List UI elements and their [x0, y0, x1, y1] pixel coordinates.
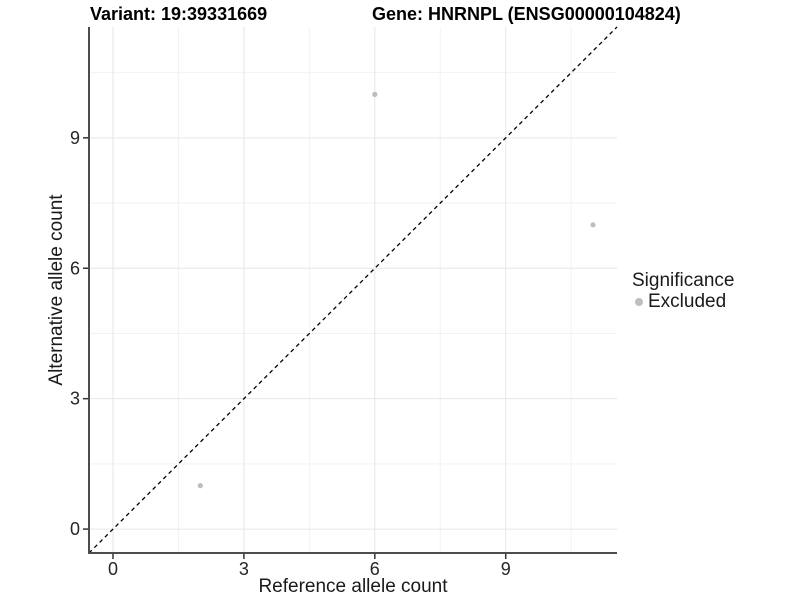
y-tick-label: 9 [70, 128, 80, 148]
plot-title-variant: Variant: 19:39331669 [90, 4, 268, 24]
plot-title-gene: Gene: HNRNPL (ENSG00000104824) [372, 4, 681, 24]
legend: Significance Excluded [632, 270, 734, 311]
identity-dashed-line [88, 26, 618, 554]
x-tick-label: 6 [370, 559, 380, 579]
y-tick-label: 3 [70, 389, 80, 409]
x-tick-label: 3 [239, 559, 249, 579]
x-tick-label: 9 [501, 559, 511, 579]
data-point [197, 483, 203, 489]
y-tick-label: 0 [70, 519, 80, 539]
legend-title: Significance [632, 270, 735, 291]
x-axis-title: Reference allele count [258, 576, 448, 597]
legend-item-excluded: Excluded [635, 292, 734, 311]
data-point [372, 91, 378, 97]
x-tick-label: 0 [108, 559, 118, 579]
data-point [590, 222, 596, 228]
y-axis-title: Alternative allele count [46, 194, 67, 386]
legend-point-icon [635, 297, 643, 306]
y-tick-label: 6 [70, 258, 80, 278]
legend-item-label: Excluded [648, 291, 727, 312]
